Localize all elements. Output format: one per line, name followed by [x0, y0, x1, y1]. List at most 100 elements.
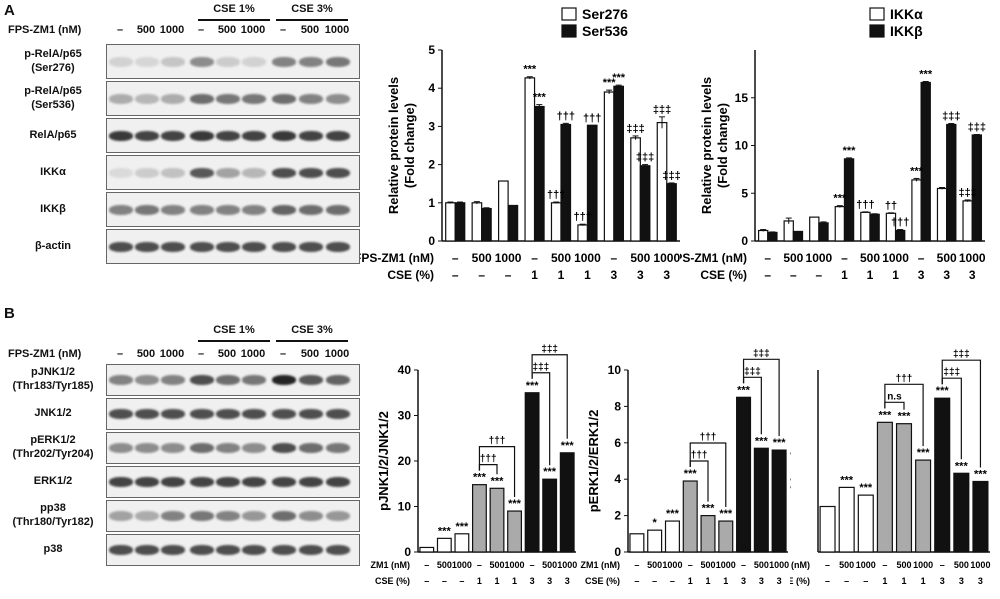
chart-b3-xrow-fps-2: 1000 [856, 560, 876, 570]
chart-b3-bar-5 [915, 459, 932, 553]
blot-b-band-2-2 [161, 443, 185, 453]
chart-b2-ytick-label-4: 8 [614, 399, 621, 413]
blot-a-band-5-3 [190, 241, 214, 252]
chart-b2-bar-0 [629, 533, 645, 553]
chart-b2-xrow-cse-label: CSE (%) [585, 576, 620, 586]
blot-b-fps-lane-6: – [279, 348, 287, 360]
chart-a1-annot-7: *** [612, 72, 626, 84]
blot-b-blot-5 [106, 534, 360, 566]
blot-a-label-3: IKKα [40, 165, 66, 178]
chart-a2-bar-1-2 [818, 222, 829, 242]
chart-b1-xrow-cse-7: 3 [547, 576, 552, 586]
blot-b-band-5-3 [190, 545, 214, 555]
chart-a1-bar-0-2 [497, 180, 509, 242]
blot-a-band-4-3 [190, 204, 214, 215]
chart-b2-xrow-fps-5: 1000 [716, 560, 736, 570]
chart-a1-xrow-fps-4: 500 [551, 251, 571, 265]
chart-b2-ytick-label-3: 6 [614, 436, 621, 450]
chart-b3-xrow-cse-7: 3 [959, 576, 964, 586]
chart-b2-star-3: *** [684, 468, 698, 480]
blot-a-band-4-2 [161, 204, 185, 215]
chart-a1-ytick-label-3: 3 [428, 119, 435, 133]
chart-a1-xrow-fps-label: FPS-ZM1 (nM) [360, 251, 434, 265]
blot-a-fps-lane-4: 500 [217, 24, 237, 36]
chart-a2-xrow-cse-3: 1 [841, 268, 848, 282]
blot-b-band-1-4 [216, 409, 240, 419]
chart-a1-bar-1-0 [454, 202, 466, 242]
chart-b1-star-3: *** [473, 472, 487, 484]
blot-a-label-4: IKKβ [40, 202, 66, 215]
chart-b2-bar-6 [736, 396, 752, 553]
chart-b2-ytick-label-1: 2 [614, 509, 621, 523]
chart-a2-xrow-fps-7: 500 [937, 251, 957, 265]
chart-a2-xrow-cse-1: – [790, 268, 797, 282]
chart-b2-xrow-fps-2: 1000 [662, 560, 682, 570]
chart-b3-bar-4 [895, 423, 913, 553]
blot-a-band-1-5 [242, 93, 266, 104]
chart-relA-phospho: 0 1 2 3 4 5 Relative protein levels (Fold chang… [360, 6, 681, 282]
chart-b2-bracket-label-2: ‡‡‡ [744, 366, 761, 377]
chart-pp38: pp38/p38 *** *** *** *** *** *** *** *** n.s ††† ‡‡… [790, 349, 990, 586]
chart-a1-xrow-cse-0: – [452, 268, 459, 282]
chart-b1-bar-4 [489, 487, 505, 553]
blot-a-band-0-2 [161, 56, 185, 67]
chart-b1-xrow-cse-8: 3 [565, 576, 570, 586]
blot-a-band-3-8 [326, 167, 350, 178]
chart-b2-star-2: *** [666, 508, 680, 520]
chart-b3-ylabel: pp38/p38 [790, 433, 791, 489]
blot-a-band-5-7 [299, 241, 323, 252]
blot-b-label-3: ERK1/2 [33, 475, 73, 487]
chart-b3-xrow-fps-label: FPS-ZM1 (nM) [790, 560, 810, 570]
blot-a-band-0-0 [109, 56, 133, 67]
chart-b3-xrow-cse-4: 1 [901, 576, 906, 586]
chart-b1-xrow-fps-6: – [530, 560, 535, 570]
chart-a1-annot-2: ††† [547, 189, 565, 201]
blot-a-label-5: β-actin [34, 239, 72, 252]
blot-b-fps-lane-0: – [116, 348, 124, 360]
blot-a-band-2-2 [161, 130, 185, 141]
chart-b1-xrow-fps-4: 500 [489, 560, 504, 570]
blot-b-band-1-7 [299, 409, 323, 419]
chart-a2-bar-0-7 [936, 187, 948, 242]
chart-a1-bar-0-1 [471, 202, 483, 242]
chart-b3-xrow-cse-3: 1 [882, 576, 887, 586]
blot-b-band-5-5 [242, 545, 266, 555]
chart-b1-bar-6 [524, 392, 540, 553]
blot-a-band-2-0 [109, 130, 133, 141]
chart-b2-bracket-label-0: ††† [691, 450, 708, 461]
chart-a2-xrow-cse-label: CSE (%) [700, 268, 747, 282]
chart-b2-bar-2 [664, 520, 680, 553]
blot-b-band-5-1 [135, 545, 159, 555]
chart-b1-ylabel: pJNK1/2/JNK1/2 [376, 411, 391, 511]
chart-a2-xrow-fps-6: – [918, 251, 925, 265]
blot-b-band-5-8 [326, 545, 350, 555]
chart-a1-annot-0: *** [523, 64, 537, 76]
chart-a1-xrow-cse-2: – [505, 268, 512, 282]
chart-b2-ytick-label-0: 0 [614, 545, 621, 559]
chart-b2-ylabel: pERK1/2/ERK1/2 [586, 410, 601, 513]
blot-b-blot-0 [106, 364, 360, 396]
blot-a-band-0-3 [190, 56, 214, 67]
chart-a1-legend-label-0: Ser276 [582, 6, 628, 22]
chart-a1-xrow-fps-0: – [452, 251, 459, 265]
blot-b-blot-2 [106, 432, 360, 464]
chart-b3-star-7: *** [955, 460, 969, 472]
chart-b3-bracket-label-2: ‡‡‡ [943, 367, 960, 378]
chart-a1-annot-4: ††† [574, 211, 592, 223]
chart-a1-xrow-cse-label: CSE (%) [387, 268, 434, 282]
chart-a1-bar-1-2 [507, 204, 519, 242]
chart-b2-bar-3 [682, 480, 698, 553]
chart-a1-xrow-fps-5: 1000 [574, 251, 601, 265]
chart-a2-xrow-fps-0: – [764, 251, 771, 265]
chart-b3-xrow-cse-1: – [844, 576, 849, 586]
blot-b-band-0-5 [242, 375, 266, 385]
blot-a-band-5-4 [216, 241, 240, 252]
chart-a1-ytick-label-1: 1 [428, 196, 435, 210]
chart-a2-annot-1: *** [843, 145, 857, 157]
fps-label-b: FPS-ZM1 (nM) [8, 348, 82, 360]
blot-b-band-3-5 [242, 477, 266, 487]
blot-b-fps-lane-7: 500 [300, 348, 320, 360]
blot-b-label-1: JNK1/2 [34, 407, 72, 419]
chart-b2-xrow-cse-2: – [670, 576, 675, 586]
chart-b1-xrow-fps-7: 500 [542, 560, 557, 570]
